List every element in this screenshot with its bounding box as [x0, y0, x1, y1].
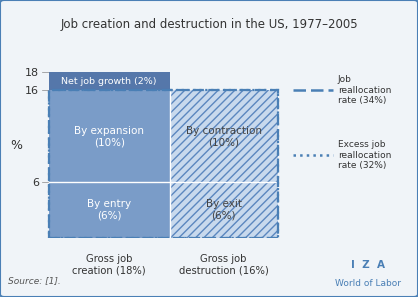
- Text: Job
reallocation
rate (34%): Job reallocation rate (34%): [338, 75, 391, 105]
- Bar: [48, 182, 170, 238]
- Text: World of Labor: World of Labor: [335, 279, 401, 288]
- Text: Job creation and destruction in the US, 1977–2005: Job creation and destruction in the US, …: [60, 18, 358, 31]
- Text: Gross job
destruction (16%): Gross job destruction (16%): [179, 254, 268, 276]
- Bar: [170, 182, 278, 238]
- Bar: [48, 90, 170, 182]
- Text: By contraction
(10%): By contraction (10%): [186, 126, 262, 147]
- Text: Source: [1].: Source: [1].: [8, 276, 61, 285]
- Text: Net job growth (2%): Net job growth (2%): [61, 77, 157, 86]
- Text: I  Z  A: I Z A: [351, 260, 385, 270]
- Bar: [48, 72, 170, 90]
- Y-axis label: %: %: [10, 139, 23, 152]
- Text: By entry
(6%): By entry (6%): [87, 199, 131, 221]
- Text: By expansion
(10%): By expansion (10%): [74, 126, 144, 147]
- Bar: [48, 90, 278, 238]
- Bar: [170, 90, 278, 182]
- Bar: [170, 90, 278, 182]
- Bar: [48, 90, 278, 238]
- Bar: [170, 182, 278, 238]
- Text: Excess job
reallocation
rate (32%): Excess job reallocation rate (32%): [338, 140, 391, 170]
- Text: Gross job
creation (18%): Gross job creation (18%): [72, 254, 146, 276]
- Text: By exit
(6%): By exit (6%): [206, 199, 242, 221]
